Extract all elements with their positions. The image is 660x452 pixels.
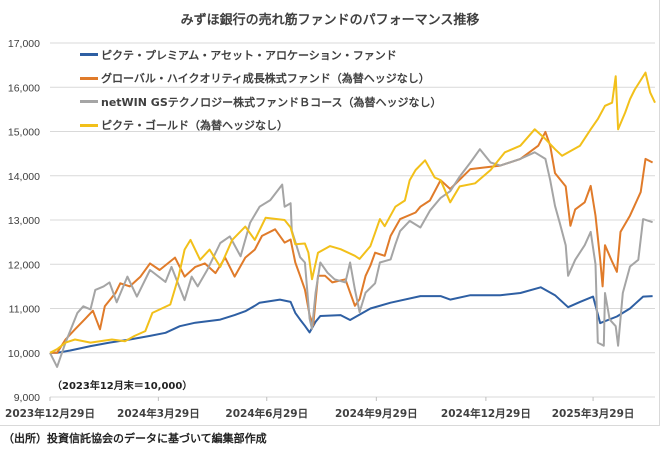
y-tick-label: 14,000 — [8, 171, 40, 183]
y-tick-label: 13,000 — [8, 215, 40, 227]
legend-label: netWIN GSテクノロジー株式ファンドＢコース（為替ヘッジなし） — [101, 95, 442, 109]
legend-label: グローバル・ハイクオリティ成長株式ファンド（為替ヘッジなし） — [101, 72, 430, 86]
legend-swatch — [80, 123, 98, 127]
y-tick-label: 11,000 — [9, 304, 40, 316]
legend-item: ピクテ・ゴールド（為替ヘッジなし） — [80, 114, 442, 138]
y-tick-label: 16,000 — [8, 82, 40, 94]
series-line-0 — [50, 286, 653, 354]
legend-swatch — [80, 76, 98, 80]
x-tick-label: 2023年12月29日 — [5, 407, 95, 420]
series-line-2 — [49, 148, 653, 368]
x-tick-label: 2024年6月29日 — [225, 407, 308, 420]
x-tick-label: 2024年12月29日 — [441, 407, 531, 420]
base-note: （2023年12月末＝10,000） — [52, 381, 193, 392]
y-tick-label: 17,000 — [8, 38, 40, 50]
series-line-1 — [50, 130, 654, 354]
x-tick-label: 2024年9月29日 — [335, 407, 418, 420]
y-tick-label: 9,000 — [14, 392, 40, 404]
legend-label: ピクテ・プレミアム・アセット・アロケーション・ファンド — [101, 48, 397, 62]
source-note: （出所）投資信託協会のデータに基づいて編集部作成 — [3, 432, 267, 445]
legend-item: ピクテ・プレミアム・アセット・アロケーション・ファンド — [80, 43, 442, 67]
y-tick-label: 10,000 — [8, 348, 40, 360]
x-tick-label: 2024年3月29日 — [117, 407, 200, 420]
legend-item: グローバル・ハイクオリティ成長株式ファンド（為替ヘッジなし） — [80, 67, 442, 91]
y-tick-label: 15,000 — [8, 127, 40, 139]
legend-swatch — [80, 53, 98, 57]
legend: ピクテ・プレミアム・アセット・アロケーション・ファンド グローバル・ハイクオリテ… — [80, 43, 442, 137]
series-line-3 — [49, 71, 656, 354]
x-tick-label: 2025年3月29日 — [552, 407, 635, 420]
legend-swatch — [80, 100, 98, 104]
legend-label: ピクテ・ゴールド（為替ヘッジなし） — [101, 119, 288, 133]
chart-title: みずほ銀行の売れ筋ファンドのパフォーマンス推移 — [180, 13, 480, 28]
y-tick-label: 12,000 — [8, 259, 40, 271]
legend-item: netWIN GSテクノロジー株式ファンドＢコース（為替ヘッジなし） — [80, 90, 442, 114]
